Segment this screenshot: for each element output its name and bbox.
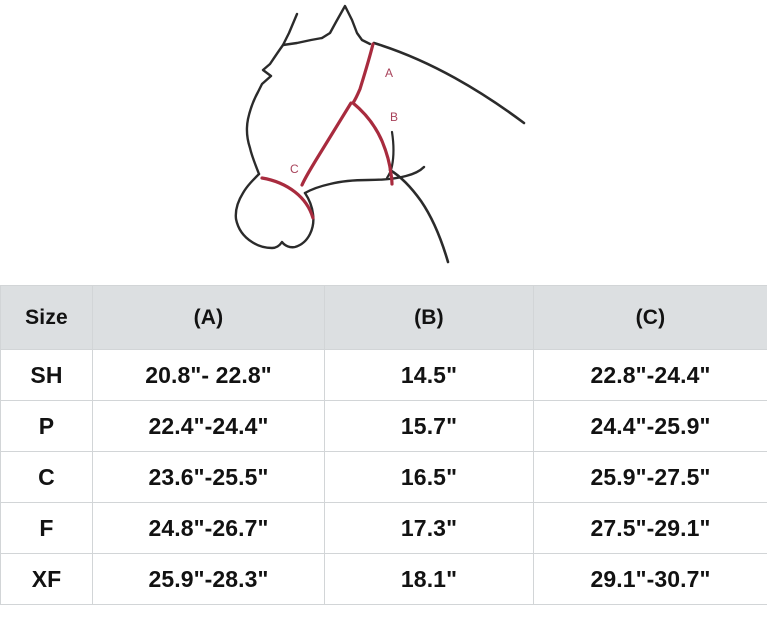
size-table-container: Size (A) (B) (C) SH 20.8"- 22.8" 14.5" 2… bbox=[0, 285, 767, 605]
table-body: SH 20.8"- 22.8" 14.5" 22.8"-24.4" P 22.4… bbox=[0, 349, 767, 605]
cell-size: SH bbox=[0, 349, 93, 401]
table-header-row: Size (A) (B) (C) bbox=[0, 285, 767, 350]
cell-c: 24.4"-25.9" bbox=[533, 400, 767, 452]
horse-jaw-line bbox=[303, 165, 426, 195]
diagram-label-c: C bbox=[290, 162, 299, 176]
table-row: F 24.8"-26.7" 17.3" 27.5"-29.1" bbox=[0, 502, 767, 554]
strap-c-noseband bbox=[260, 176, 315, 220]
cell-b: 16.5" bbox=[324, 451, 534, 503]
cell-c: 25.9"-27.5" bbox=[533, 451, 767, 503]
cell-c: 27.5"-29.1" bbox=[533, 502, 767, 554]
horse-jowl-line bbox=[385, 130, 395, 180]
cell-size: C bbox=[0, 451, 93, 503]
cell-a: 20.8"- 22.8" bbox=[92, 349, 325, 401]
table-row: C 23.6"-25.5" 16.5" 25.9"-27.5" bbox=[0, 451, 767, 503]
diagram-label-b: B bbox=[390, 110, 398, 124]
cell-a: 25.9"-28.3" bbox=[92, 553, 325, 605]
cell-size: F bbox=[0, 502, 93, 554]
horse-face-profile bbox=[245, 43, 285, 176]
cell-size: XF bbox=[0, 553, 93, 605]
size-chart-table: Size (A) (B) (C) SH 20.8"- 22.8" 14.5" 2… bbox=[0, 285, 767, 605]
cell-b: 18.1" bbox=[324, 553, 534, 605]
cell-b: 15.7" bbox=[324, 400, 534, 452]
table-header: Size (A) (B) (C) bbox=[0, 285, 767, 350]
horse-crest-line bbox=[372, 41, 526, 125]
horse-neck-line bbox=[388, 168, 450, 264]
horse-far-ear bbox=[281, 12, 324, 47]
cell-a: 23.6"-25.5" bbox=[92, 451, 325, 503]
diagram-panel: A B C bbox=[0, 0, 767, 285]
cell-c: 29.1"-30.7" bbox=[533, 553, 767, 605]
diagram-label-a: A bbox=[385, 66, 393, 80]
horse-near-ear bbox=[320, 4, 372, 46]
cell-b: 14.5" bbox=[324, 349, 534, 401]
cell-size: P bbox=[0, 400, 93, 452]
horse-head-diagram: A B C bbox=[234, 4, 526, 264]
cell-c: 22.8"-24.4" bbox=[533, 349, 767, 401]
cell-a: 24.8"-26.7" bbox=[92, 502, 325, 554]
strap-b-cheekpiece bbox=[351, 101, 394, 186]
table-row: SH 20.8"- 22.8" 14.5" 22.8"-24.4" bbox=[0, 349, 767, 401]
cell-a: 22.4"-24.4" bbox=[92, 400, 325, 452]
strap-a-crownpiece bbox=[351, 42, 375, 105]
strap-side-diagonal bbox=[300, 101, 353, 187]
column-header-b: (B) bbox=[324, 285, 534, 350]
cell-b: 17.3" bbox=[324, 502, 534, 554]
column-header-a: (A) bbox=[92, 285, 325, 350]
horse-muzzle-outline bbox=[234, 172, 315, 250]
column-header-c: (C) bbox=[533, 285, 767, 350]
column-header-size: Size bbox=[0, 285, 93, 350]
table-row: P 22.4"-24.4" 15.7" 24.4"-25.9" bbox=[0, 400, 767, 452]
table-row: XF 25.9"-28.3" 18.1" 29.1"-30.7" bbox=[0, 553, 767, 605]
